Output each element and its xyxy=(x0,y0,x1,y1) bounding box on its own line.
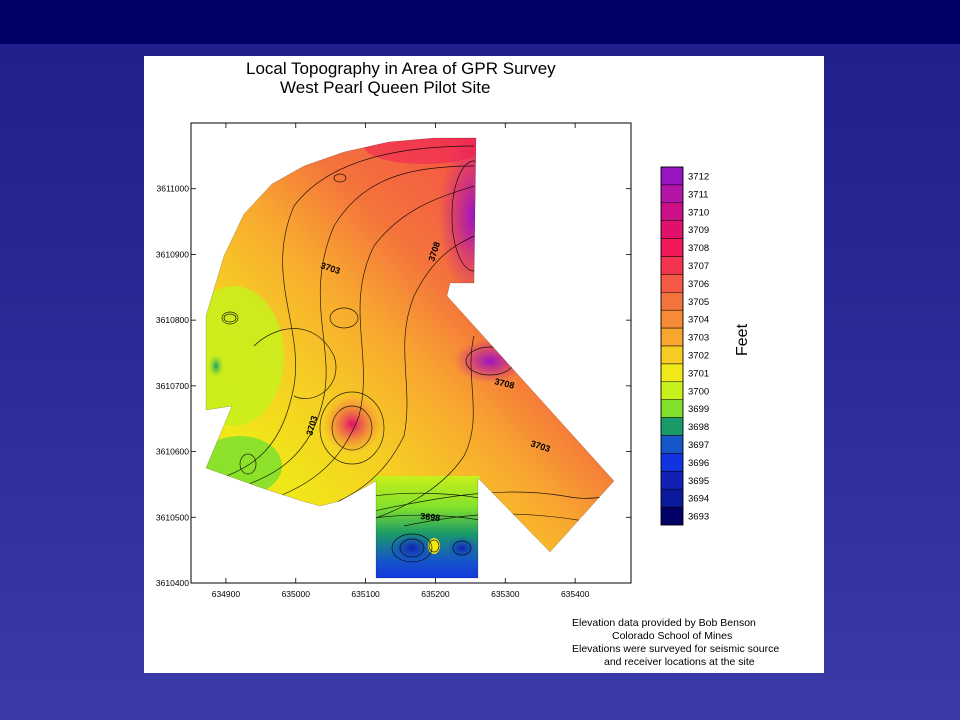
legend-level-label: 3696 xyxy=(688,458,709,469)
y-tick-label: 3611000 xyxy=(157,184,190,194)
plot-frame xyxy=(190,122,632,584)
contour-label: 3708 xyxy=(494,376,516,391)
legend-swatch xyxy=(660,184,684,204)
legend-level-label: 3693 xyxy=(688,512,709,523)
legend-level-label: 3702 xyxy=(688,350,709,361)
y-tick-label: 3610900 xyxy=(156,249,189,259)
legend-frame xyxy=(660,166,684,526)
legend-swatch xyxy=(660,381,684,400)
credit-line: Elevation data provided by Bob Benson xyxy=(572,617,756,629)
credit-line: Colorado School of Mines xyxy=(612,630,733,642)
x-tick-label: 635100 xyxy=(351,589,380,599)
legend-level-label: 3694 xyxy=(688,494,709,505)
legend-swatch xyxy=(660,435,684,454)
legend-label: Feet xyxy=(734,323,751,356)
legend-level-label: 3710 xyxy=(688,207,709,218)
legend-level-label: 3701 xyxy=(688,368,709,379)
x-tick-label: 635300 xyxy=(491,589,520,599)
legend-swatch xyxy=(660,220,684,239)
legend-level-label: 3698 xyxy=(688,422,709,433)
legend-swatch xyxy=(660,417,684,436)
legend-level-label: 3705 xyxy=(688,297,709,308)
legend-swatch xyxy=(660,256,684,275)
y-tick-label: 3610400 xyxy=(156,578,189,588)
legend: 3712 3711 3710 3709 3708 3707 3706 3705 3704 3703… xyxy=(660,166,709,526)
legend-swatch xyxy=(660,453,684,472)
contour-label: 3698 xyxy=(420,511,441,523)
legend-swatch xyxy=(660,506,684,526)
legend-swatch xyxy=(660,327,684,347)
legend-swatch xyxy=(660,202,684,221)
legend-swatch xyxy=(660,363,684,383)
legend-level-label: 3711 xyxy=(688,189,708,200)
axes: 634900 635000 635100 635200 635300 635400 3610… xyxy=(156,123,631,599)
legend-level-label: 3700 xyxy=(688,386,709,397)
legend-level-label: 3695 xyxy=(688,476,709,487)
legend-level-label: 3703 xyxy=(688,333,709,344)
legend-level-label: 3706 xyxy=(688,279,709,290)
x-tick-label: 634900 xyxy=(212,589,241,599)
y-tick-label: 3610500 xyxy=(156,512,189,522)
legend-swatch xyxy=(660,238,684,257)
topography-chart: 3703 3708 3708 3703 3703 3698 634900 6350… xyxy=(156,122,751,599)
legend-swatch xyxy=(660,345,684,365)
elevation-surface xyxy=(206,138,614,578)
x-tick-label: 635400 xyxy=(561,589,590,599)
legend-swatch xyxy=(660,292,684,311)
credit-line: and receiver locations at the site xyxy=(604,656,755,668)
legend-level-label: 3707 xyxy=(688,261,709,272)
legend-level-label: 3709 xyxy=(688,225,709,236)
y-tick-label: 3610800 xyxy=(156,315,189,325)
legend-level-label: 3699 xyxy=(688,404,709,415)
legend-level-label: 3697 xyxy=(688,440,709,451)
y-tick-label: 3610600 xyxy=(156,447,189,457)
y-tick-label: 3610700 xyxy=(156,381,189,391)
legend-level-label: 3708 xyxy=(688,243,709,254)
legend-swatch xyxy=(660,471,684,490)
legend-swatch xyxy=(660,488,684,508)
credits: Elevation data provided by Bob Benson Co… xyxy=(572,617,822,669)
legend-swatch xyxy=(660,274,684,293)
legend-level-label: 3704 xyxy=(688,315,709,326)
credit-line: Elevations were surveyed for seismic sou… xyxy=(572,643,780,655)
legend-swatch xyxy=(660,166,684,186)
legend-level-label: 3712 xyxy=(688,171,709,182)
legend-swatch xyxy=(660,309,684,329)
legend-swatch xyxy=(660,399,684,418)
figure-panel: Local Topography in Area of GPR Survey W… xyxy=(144,56,824,673)
top-banner xyxy=(0,0,960,44)
x-tick-label: 635200 xyxy=(421,589,450,599)
x-tick-label: 635000 xyxy=(282,589,311,599)
chart-subtitle: West Pearl Queen Pilot Site xyxy=(280,78,491,97)
chart-title: Local Topography in Area of GPR Survey xyxy=(246,59,556,78)
